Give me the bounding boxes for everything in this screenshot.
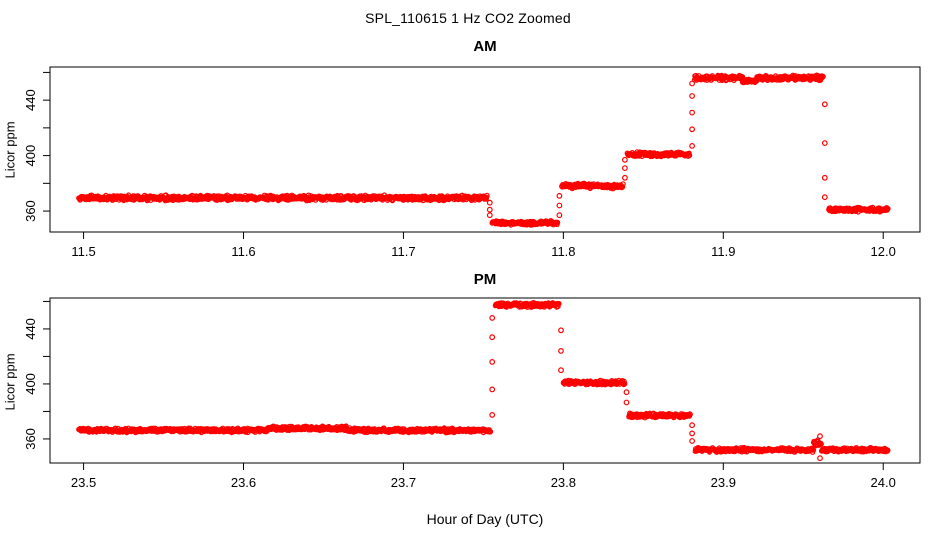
am-x-tick-label: 11.5 [71, 244, 95, 259]
am-y-tick-label: 360 [23, 200, 38, 222]
pm-x-tick-label: 23.5 [71, 475, 96, 490]
pm-y-tick-label: 360 [23, 428, 38, 450]
am-x-tick-label: 11.8 [551, 244, 575, 259]
pm-x-tick-label: 23.6 [231, 475, 256, 490]
am-y-tick-label: 440 [23, 89, 38, 111]
am-tick-labels: 11.5 11.6 11.7 11.8 11.9 12.0 360 400 440 [23, 89, 896, 259]
main-title: SPL_110615 1 Hz CO2 Zoomed [365, 10, 571, 26]
am-y-tick-label: 400 [23, 145, 38, 167]
pm-x-tick-label: 23.7 [391, 475, 416, 490]
pm-axes [43, 297, 921, 470]
am-x-tick-label: 11.6 [231, 244, 255, 259]
am-axes [43, 66, 921, 239]
pm-y-tick-label: 400 [23, 373, 38, 395]
am-x-tick-label: 11.9 [711, 244, 735, 259]
panel-title-am: AM [473, 38, 497, 55]
pm-y-tick-label: 440 [23, 318, 38, 340]
pm-x-tick-label: 24.0 [871, 475, 896, 490]
pm-x-tick-label: 23.9 [711, 475, 736, 490]
pm-series-points [76, 300, 891, 462]
pm-tick-labels: 23.5 23.6 23.7 23.8 23.9 24.0 360 400 440 [23, 318, 896, 490]
am-x-tick-label: 11.7 [391, 244, 415, 259]
am-series-points [76, 72, 891, 228]
am-x-tick-label: 12.0 [871, 244, 896, 259]
pm-x-tick-label: 23.8 [551, 475, 576, 490]
panel-title-pm: PM [473, 271, 497, 288]
x-axis-label: Hour of Day (UTC) [426, 511, 544, 527]
